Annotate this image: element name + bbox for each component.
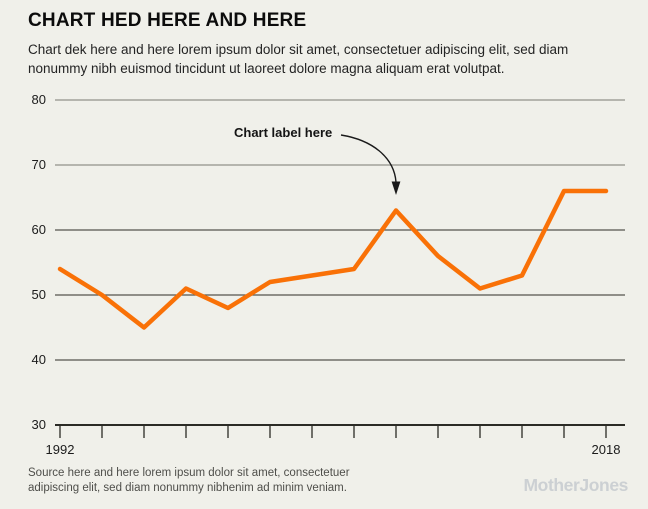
y-axis-label: 80 [31, 92, 46, 107]
annotation-arrow [340, 134, 397, 183]
chart-dek-line2: nonummy nibh euismod tincidunt ut laoree… [28, 61, 505, 76]
y-axis-label: 40 [31, 352, 46, 367]
chart-title: CHART HED HERE AND HERE [28, 10, 307, 31]
source-note: Source here and here lorem ipsum dolor s… [28, 466, 350, 496]
x-axis-label: 1992 [45, 442, 75, 457]
x-axis-label: 2018 [591, 442, 621, 457]
y-axis-label: 30 [31, 417, 46, 432]
y-axis-label: 70 [31, 157, 46, 172]
source-line2: adipiscing elit, sed diam nonummy nibhen… [28, 482, 347, 494]
chart-annotation-label: Chart label here [234, 125, 333, 140]
annotation-arrowhead [391, 181, 401, 195]
y-axis-label: 60 [31, 222, 46, 237]
y-axis-label: 50 [31, 287, 46, 302]
source-line1: Source here and here lorem ipsum dolor s… [28, 467, 350, 479]
data-line [57, 188, 609, 330]
chart-dek: Chart dek here and here lorem ipsum dolo… [28, 40, 568, 78]
motherjones-logo: MotherJones [523, 475, 628, 495]
chart-dek-line1: Chart dek here and here lorem ipsum dolo… [28, 42, 569, 57]
